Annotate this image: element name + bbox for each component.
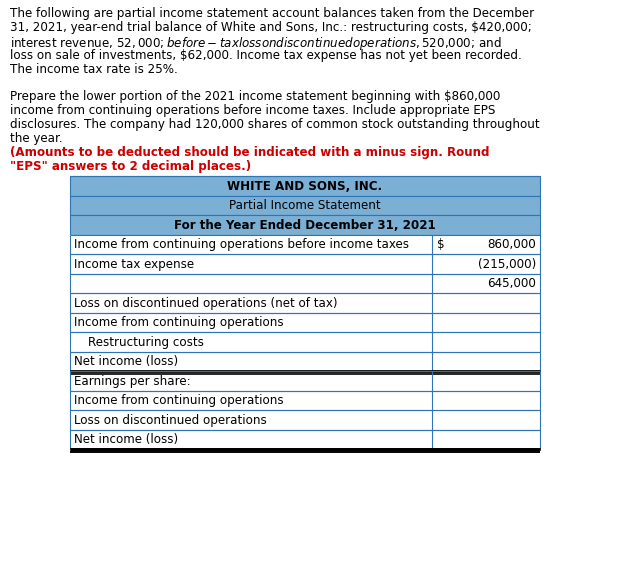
Text: the year.: the year.	[10, 132, 66, 144]
Text: For the Year Ended December 31, 2021: For the Year Ended December 31, 2021	[174, 219, 436, 231]
Bar	[70, 176, 540, 196]
Bar	[70, 332, 540, 352]
Bar	[70, 371, 540, 391]
Text: income from continuing operations before income taxes. Include appropriate EPS: income from continuing operations before…	[10, 104, 495, 116]
Text: Net income (loss): Net income (loss)	[74, 433, 178, 446]
Text: (Amounts to be deducted should be indicated with a minus sign. Round: (Amounts to be deducted should be indica…	[10, 146, 490, 159]
Text: Income from continuing operations: Income from continuing operations	[74, 394, 284, 407]
Text: The income tax rate is 25%.: The income tax rate is 25%.	[10, 63, 177, 76]
Bar	[70, 254, 540, 274]
Text: 860,000: 860,000	[487, 238, 536, 251]
Bar	[70, 235, 540, 254]
Bar	[70, 391, 540, 410]
Bar	[70, 313, 540, 332]
Bar	[70, 215, 540, 235]
Text: disclosures. The company had 120,000 shares of common stock outstanding througho: disclosures. The company had 120,000 sha…	[10, 117, 539, 131]
Text: interest revenue, $52,000; before-tax loss on discontinued operations, $520,000;: interest revenue, $52,000; before-tax lo…	[10, 35, 502, 52]
Text: Loss on discontinued operations (net of tax): Loss on discontinued operations (net of …	[74, 297, 338, 309]
Text: Income from continuing operations: Income from continuing operations	[74, 316, 284, 329]
Bar	[70, 196, 540, 215]
Text: The following are partial income statement account balances taken from the Decem: The following are partial income stateme…	[10, 7, 534, 20]
Text: 645,000: 645,000	[487, 277, 536, 290]
Bar	[70, 293, 540, 313]
Text: Prepare the lower portion of the 2021 income statement beginning with $860,000: Prepare the lower portion of the 2021 in…	[10, 89, 501, 103]
Text: Net income (loss): Net income (loss)	[74, 355, 178, 368]
Text: WHITE AND SONS, INC.: WHITE AND SONS, INC.	[228, 180, 383, 193]
Text: Income tax expense: Income tax expense	[74, 258, 194, 270]
Bar	[70, 352, 540, 371]
Bar	[70, 410, 540, 430]
Text: (215,000): (215,000)	[478, 258, 536, 270]
Text: $: $	[437, 238, 445, 251]
Text: Partial Income Statement: Partial Income Statement	[229, 199, 381, 212]
Bar	[70, 430, 540, 449]
Text: Loss on discontinued operations: Loss on discontinued operations	[74, 414, 266, 427]
Text: Restructuring costs: Restructuring costs	[88, 336, 204, 348]
Bar	[70, 274, 540, 293]
Text: Earnings per share:: Earnings per share:	[74, 375, 191, 388]
Text: "EPS" answers to 2 decimal places.): "EPS" answers to 2 decimal places.)	[10, 160, 251, 172]
Text: Income from continuing operations before income taxes: Income from continuing operations before…	[74, 238, 409, 251]
Text: 31, 2021, year-end trial balance of White and Sons, Inc.: restructuring costs, $: 31, 2021, year-end trial balance of Whit…	[10, 21, 532, 34]
Text: loss on sale of investments, $62,000. Income tax expense has not yet been record: loss on sale of investments, $62,000. In…	[10, 49, 522, 62]
